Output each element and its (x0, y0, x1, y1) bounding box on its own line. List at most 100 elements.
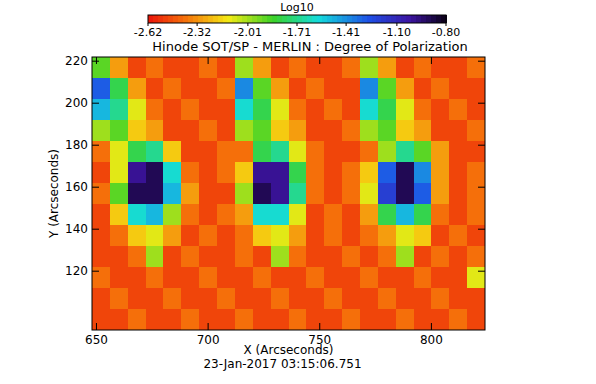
color-bar-segment (257, 15, 263, 23)
color-bar-segment (168, 15, 174, 23)
heatmap-cell (146, 120, 164, 142)
heatmap-cell (306, 141, 324, 163)
color-bar-segment (282, 15, 288, 23)
heatmap-cell (396, 99, 414, 121)
heatmap-cell (92, 309, 110, 330)
heatmap-cell (306, 267, 324, 289)
heatmap-cell (414, 141, 432, 163)
color-bar-segment (153, 15, 159, 23)
y-tick (478, 187, 485, 188)
heatmap-cell (342, 246, 360, 268)
heatmap-cell (271, 141, 289, 163)
color-bar-segment (332, 15, 338, 23)
heatmap-cell (271, 183, 289, 205)
heatmap-cell (306, 288, 324, 310)
heatmap-cell (467, 267, 485, 289)
heatmap-cell (431, 225, 449, 247)
heatmap-cell (199, 57, 217, 79)
heatmap-cell (342, 57, 360, 79)
heatmap-cell (253, 141, 271, 163)
heatmap-cell (449, 120, 467, 142)
heatmap-cell (128, 246, 146, 268)
heatmap-cell (181, 141, 199, 163)
heatmap-cell (271, 120, 289, 142)
heatmap-cell (467, 141, 485, 163)
heatmap-cell (324, 309, 342, 330)
heatmap-cell (360, 246, 378, 268)
heatmap-cell (181, 309, 199, 330)
heatmap-cell (146, 99, 164, 121)
heatmap-cell (414, 309, 432, 330)
heatmap-cell (146, 288, 164, 310)
heatmap-cell (271, 267, 289, 289)
heatmap-cell (92, 141, 110, 163)
heatmap-cell (146, 267, 164, 289)
heatmap-cell (306, 225, 324, 247)
color-bar-segment (302, 15, 308, 23)
color-bar-tick-label: -2.32 (183, 26, 211, 39)
color-bar-segment (247, 15, 253, 23)
color-bar-segment (218, 15, 224, 23)
y-tick-label: 200 (65, 96, 88, 110)
heatmap-cell (271, 288, 289, 310)
heatmap-cell (289, 162, 307, 184)
heatmap-cell (414, 57, 432, 79)
y-tick-label: 120 (65, 264, 88, 278)
heatmap-cell (128, 120, 146, 142)
heatmap-cell (342, 267, 360, 289)
y-tick (478, 271, 485, 272)
heatmap-cell (449, 99, 467, 121)
heatmap-cell (199, 120, 217, 142)
heatmap-cell (92, 288, 110, 310)
heatmap-cell (163, 288, 181, 310)
heatmap-cell (449, 78, 467, 100)
color-bar-segment (297, 15, 303, 23)
heatmap-cell (92, 183, 110, 205)
heatmap-cell (431, 141, 449, 163)
heatmap-cell (92, 120, 110, 142)
heatmap-cell (163, 183, 181, 205)
heatmap-cell (431, 120, 449, 142)
heatmap-cell (235, 267, 253, 289)
heatmap-cell (467, 162, 485, 184)
heatmap-cell (163, 246, 181, 268)
heatmap-cell (449, 267, 467, 289)
heatmap-cell (306, 120, 324, 142)
heatmap-cell (431, 78, 449, 100)
heatmap-cell (289, 267, 307, 289)
heatmap-cell (289, 246, 307, 268)
heatmap-cell (449, 183, 467, 205)
heatmap-cell (289, 309, 307, 330)
color-bar-segment (173, 15, 179, 23)
color-bar-segment (232, 15, 238, 23)
color-bar-segment (267, 15, 273, 23)
heatmap-cell (199, 246, 217, 268)
heatmap-cell (378, 141, 396, 163)
heatmap-cell (396, 246, 414, 268)
y-tick-label: 160 (65, 180, 88, 194)
heatmap-cell (324, 267, 342, 289)
heatmap-cell (271, 246, 289, 268)
heatmap-cell (217, 78, 235, 100)
heatmap-cell (289, 288, 307, 310)
heatmap-cell (235, 225, 253, 247)
color-bar-segment (401, 15, 407, 23)
heatmap-cell (199, 78, 217, 100)
heatmap-cell (396, 225, 414, 247)
heatmap-cell (146, 183, 164, 205)
heatmap-cell (235, 288, 253, 310)
heatmap-cell (360, 309, 378, 330)
heatmap-cell (378, 225, 396, 247)
heatmap-cell (414, 288, 432, 310)
heatmap-cell (431, 288, 449, 310)
heatmap-cell (378, 183, 396, 205)
color-bar-segment (208, 15, 214, 23)
heatmap-cell (253, 246, 271, 268)
heatmap-cell (289, 57, 307, 79)
heatmap-cell (217, 309, 235, 330)
color-bar-segment (148, 15, 154, 23)
heatmap-cell (289, 78, 307, 100)
heatmap-cell (467, 309, 485, 330)
heatmap-cell (110, 225, 128, 247)
heatmap-cell (92, 78, 110, 100)
